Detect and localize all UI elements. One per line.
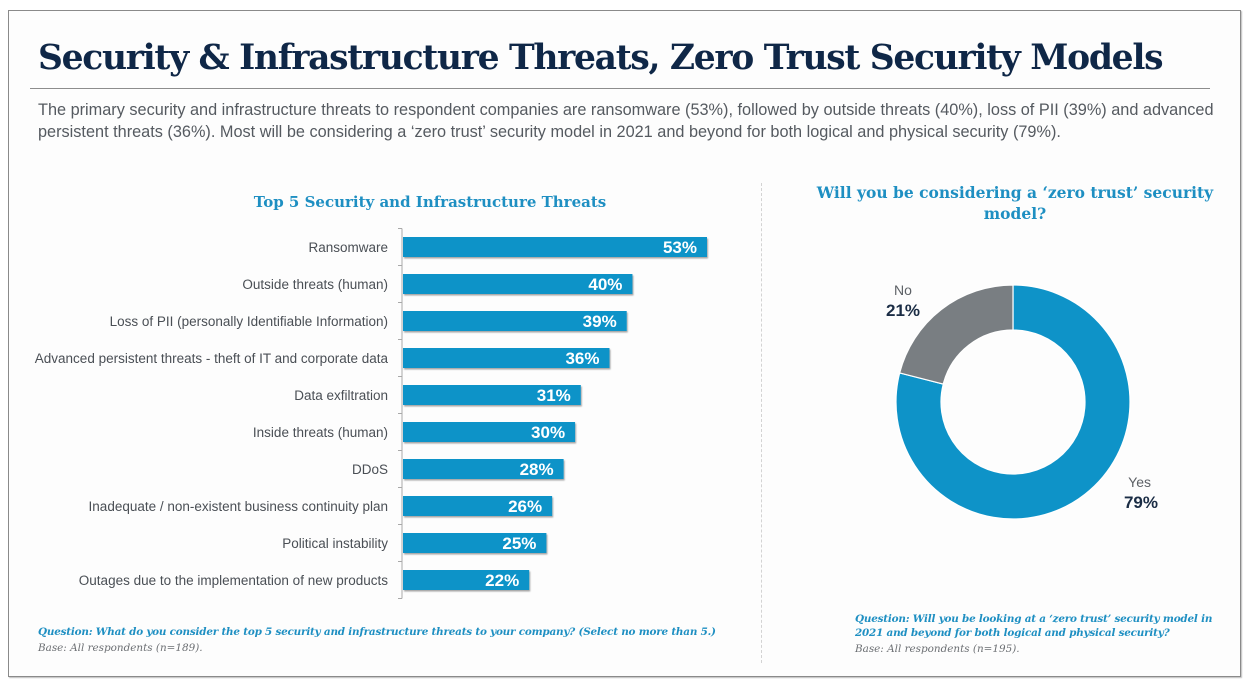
bar-chart-question: Question: What do you consider the top 5… (38, 626, 716, 638)
bar (403, 237, 707, 257)
bar-value-label: 28% (520, 460, 554, 479)
donut-chart-question: Question: Will you be looking at a ‘zero… (855, 613, 1213, 639)
bar-value-label: 22% (485, 571, 519, 590)
intro-paragraph: The primary security and infrastructure … (38, 101, 1214, 141)
section-divider (761, 183, 762, 663)
bar-value-label: 36% (565, 349, 599, 368)
bar (403, 570, 530, 590)
donut-chart: Yes 79% No 21% (886, 282, 1158, 520)
bar-chart-base: Base: All respondents (n=189). (38, 642, 203, 654)
bar-chart: Ransomware 53% Outside threats (human) 40% L… (35, 228, 707, 599)
category-label: Inside threats (human) (253, 425, 388, 440)
slide-frame (8, 10, 1241, 677)
bar (403, 422, 576, 442)
title-divider (30, 88, 1210, 89)
donut-slice-no (898, 284, 1014, 385)
category-label: Political instability (282, 536, 388, 551)
bar (403, 274, 633, 294)
bar (403, 496, 553, 516)
bar-value-label: 53% (663, 238, 697, 257)
bar-value-label: 31% (537, 386, 571, 405)
category-label: Outside threats (human) (242, 277, 388, 292)
bar-chart-title: Top 5 Security and Infrastructure Threat… (253, 193, 607, 211)
category-label: Loss of PII (personally Identifiable Inf… (110, 314, 388, 329)
category-label: Outages due to the implementation of new… (79, 573, 388, 588)
donut-label-no: No (894, 282, 912, 298)
bar (403, 533, 547, 553)
donut-chart-title: Will you be considering a ‘zero trust’ s… (816, 183, 1214, 223)
bar (403, 311, 627, 331)
bar-value-label: 30% (531, 423, 565, 442)
donut-value-yes: 79% (1124, 493, 1158, 512)
category-label: Ransomware (308, 240, 388, 255)
category-label: DDoS (352, 462, 388, 477)
bar (403, 385, 581, 405)
donut-chart-base: Base: All respondents (n=195). (855, 643, 1020, 655)
donut-value-no: 21% (886, 301, 920, 320)
category-label: Advanced persistent threats - theft of I… (35, 351, 389, 366)
bar-value-label: 26% (508, 497, 542, 516)
donut-slice-yes (895, 284, 1131, 520)
bar (403, 348, 610, 368)
category-label: Data exfiltration (294, 388, 388, 403)
bar-value-label: 39% (583, 312, 617, 331)
bar (403, 459, 564, 479)
bar-value-label: 40% (588, 275, 622, 294)
page-title: Security & Infrastructure Threats, Zero … (38, 38, 1164, 78)
donut-label-yes: Yes (1128, 474, 1151, 490)
category-label: Inadequate / non-existent business conti… (89, 499, 388, 514)
bar-value-label: 25% (502, 534, 536, 553)
